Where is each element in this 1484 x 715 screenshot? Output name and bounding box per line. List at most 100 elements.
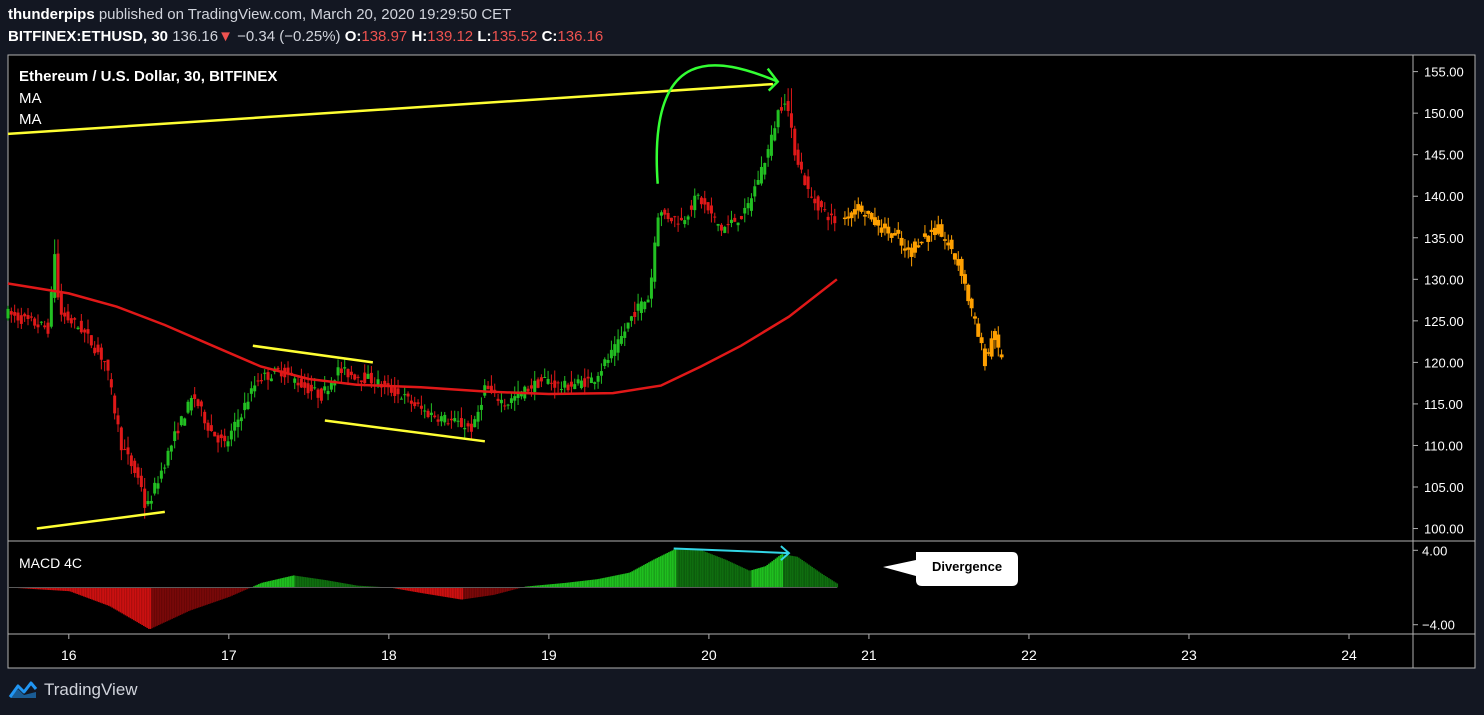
macd-bar [584,580,587,588]
candle-body [749,198,753,211]
macd-bar [204,587,207,606]
candle-body [53,254,57,298]
close-value: 136.16 [557,28,604,45]
candle-body [179,416,183,426]
candle-body [793,128,797,156]
author-name[interactable]: thunderpips [8,6,95,23]
trendline [252,344,374,364]
macd-bar [263,582,265,588]
candle-body [636,303,640,311]
price-tick-label: 105.00 [1424,480,1464,495]
projection-body [892,232,897,236]
macd-bar [784,554,787,588]
price-tick-label: 130.00 [1424,272,1464,287]
chart-area[interactable]: 155.00 150.00 145.00 140.00 135.00 130.00 125.… [0,0,1484,680]
projection-body [942,239,947,241]
macd-bar [51,587,53,591]
macd-bar [731,562,734,588]
macd-bar [153,587,155,628]
macd-bar [688,549,690,588]
candle-body [656,217,660,247]
macd-bar [494,587,497,595]
macd-bar [431,587,433,595]
macd-bar [304,577,307,588]
candle-body [59,293,63,315]
candle-body [396,388,400,395]
macd-bar [456,587,458,599]
macd-bar [44,587,47,590]
candle-body [463,428,467,430]
time-axis[interactable]: 16 17 18 19 20 21 22 23 24 [61,634,1357,663]
candle-body [529,385,533,389]
candle-body [753,186,757,197]
candle-body [363,372,367,384]
candle-body [626,322,630,329]
candle-body [659,212,663,216]
footer-brand[interactable]: TradingView [44,680,138,699]
macd-bar [696,550,699,588]
candle-body [783,103,787,105]
macd-bar [623,573,625,588]
candle-body [429,412,433,416]
macd-bar [774,558,777,588]
macd-bar [63,587,65,591]
macd-bar [408,587,410,591]
candle-body [16,312,20,321]
candle-body [426,410,430,418]
macd-bar [676,549,679,588]
macd-bar [419,587,422,593]
macd-bar [269,580,272,588]
candle-body [819,201,823,208]
footer: TradingView [8,680,138,700]
macd-bar [316,578,318,588]
low-label: L: [477,28,492,45]
macd-bar [213,587,215,603]
macd-bar [474,587,477,598]
macd-bar [158,587,160,626]
candle-body [356,376,360,378]
candle-body [643,301,647,310]
macd-axis[interactable]: 4.00 −4.00 [1413,543,1455,633]
macd-bar [276,579,278,588]
candle-body [696,194,700,196]
tradingview-logo-icon[interactable] [8,681,38,699]
macd-bar [779,554,782,588]
macd-bar [109,587,112,607]
candle-body [239,417,243,422]
macd-bar [618,574,620,588]
candle-body [743,207,747,214]
macd-bar [741,567,744,588]
macd-bar [679,549,682,588]
candle-body [256,380,260,382]
macd-bar [46,587,48,590]
macd-bar [256,584,258,588]
legend-ma-1[interactable]: MA [19,90,42,107]
macd-bar [508,587,510,591]
macd-bar [199,587,202,607]
candle-body [199,401,203,407]
macd-legend[interactable]: MACD 4C [19,555,82,571]
macd-bar [359,585,362,588]
macd-bar [561,583,564,588]
macd-bar [593,579,595,588]
macd-bar [563,583,565,588]
macd-bar [143,587,145,626]
macd-bar [309,577,312,588]
candle-body [206,422,210,431]
candle-body [763,162,767,175]
macd-bar [176,587,178,617]
candle-body [613,344,617,356]
macd-bar [766,564,769,588]
macd-bar [209,587,212,604]
legend-ma-2[interactable]: MA [19,111,42,128]
projection-body [959,258,964,276]
macd-bar [326,580,328,588]
candle-body [329,382,333,390]
macd-bar [126,587,128,617]
price-axis[interactable]: 155.00 150.00 145.00 140.00 135.00 130.00 125.… [1413,65,1464,537]
macd-bar [138,587,140,624]
macd-bar [261,582,263,588]
macd-bar [421,587,423,594]
macd-bar [163,587,165,623]
macd-bar [258,584,260,588]
